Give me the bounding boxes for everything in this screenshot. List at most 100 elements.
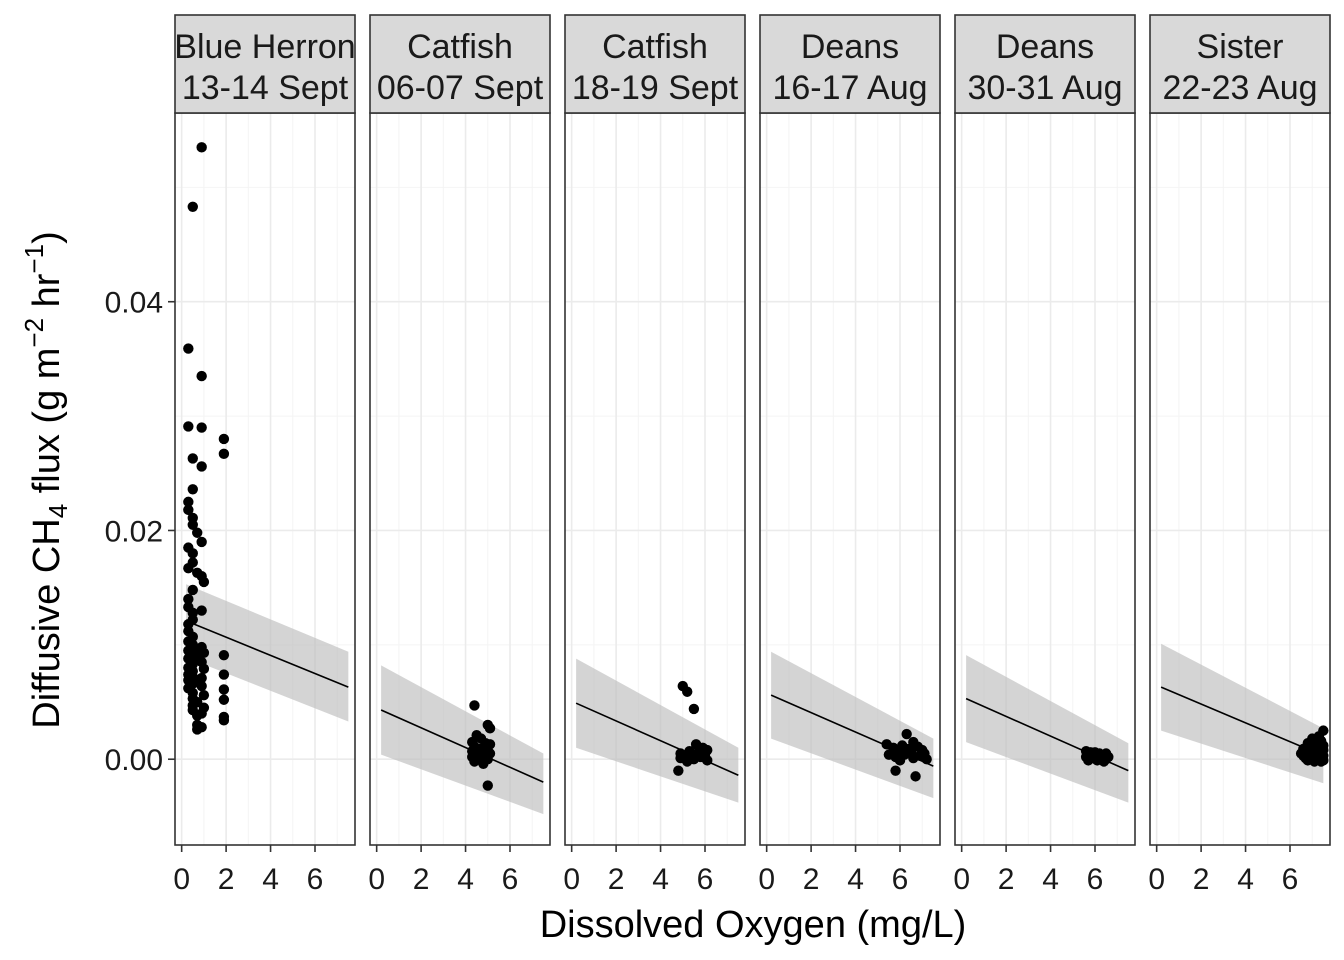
data-point [196, 605, 207, 616]
data-point [910, 771, 921, 782]
facet-label-dates: 22-23 Aug [1162, 69, 1317, 107]
data-point [921, 754, 932, 765]
x-tick-label: 2 [218, 863, 235, 896]
data-point [187, 484, 198, 495]
data-point [187, 519, 198, 530]
y-axis-title-superscript: −2 [19, 318, 49, 348]
y-axis-title-part: ) [26, 231, 68, 244]
data-point [890, 765, 901, 776]
data-point [192, 724, 203, 735]
data-points [673, 680, 713, 776]
data-point [682, 756, 693, 767]
data-point [218, 433, 230, 445]
y-axis-title: Diffusive CH4 flux (g m−2 hr−1) [19, 231, 73, 729]
data-point [198, 647, 210, 659]
data-point [908, 752, 919, 764]
x-tick-label: 6 [892, 863, 909, 896]
facet-strip [954, 14, 1136, 114]
data-points [881, 728, 932, 782]
x-tick-label: 4 [1042, 863, 1059, 896]
facet-label-site: Deans [996, 28, 1094, 66]
regression-line [185, 620, 349, 688]
regression-line [1160, 686, 1324, 757]
x-tick-label: 4 [262, 863, 279, 896]
data-point [469, 756, 480, 767]
data-points [1295, 725, 1329, 767]
data-point [482, 780, 493, 791]
y-axis: 0.00 0.02 0.04 [105, 287, 175, 777]
x-tick-label: 2 [413, 863, 430, 896]
data-point [469, 700, 480, 711]
facet-label-dates: 13-14 Sept [182, 69, 349, 107]
data-point [183, 343, 194, 354]
data-point [196, 370, 207, 382]
data-point [196, 422, 207, 433]
data-point [218, 684, 230, 695]
y-tick-label: 0.00 [105, 744, 163, 777]
data-point [196, 461, 207, 472]
confidence-ribbon [186, 584, 349, 722]
facet-label-site: Deans [801, 28, 899, 66]
facet-strip [564, 14, 746, 114]
data-point [183, 496, 194, 508]
y-axis-title-part: Diffusive CH [26, 518, 68, 728]
x-tick-label: 6 [1282, 863, 1299, 896]
y-tick-label: 0.04 [105, 287, 163, 320]
y-axis-title-part: flux (g m [26, 348, 68, 504]
x-tick-label: 4 [847, 863, 864, 896]
data-point [187, 584, 198, 596]
x-tick-label: 2 [998, 863, 1015, 896]
x-tick-label: 2 [608, 863, 625, 896]
data-point [702, 755, 713, 766]
facet-strip [1149, 14, 1331, 114]
data-point [196, 142, 207, 153]
data-point [187, 453, 198, 464]
x-tick-label: 4 [652, 863, 669, 896]
data-point [192, 710, 203, 721]
data-point [894, 755, 906, 766]
x-tick-label: 0 [1148, 863, 1165, 896]
data-point [682, 686, 693, 697]
facet-label-site: Blue Herron [174, 28, 355, 66]
data-point [901, 728, 912, 740]
data-point [196, 680, 207, 692]
data-point [196, 536, 207, 548]
x-tick-label: 2 [1193, 863, 1210, 896]
data-point [183, 421, 194, 432]
x-tick-label: 0 [563, 863, 580, 896]
data-point [218, 715, 230, 726]
data-point [688, 703, 700, 715]
data-point [673, 765, 684, 776]
data-point [198, 689, 210, 701]
data-point [218, 694, 230, 705]
confidence-ribbon [771, 651, 934, 799]
facet-label-dates: 18-19 Sept [572, 69, 739, 107]
panel-background [175, 113, 355, 845]
facet-label-dates: 06-07 Sept [377, 69, 544, 107]
x-tick-label: 6 [697, 863, 714, 896]
data-point [192, 527, 203, 538]
facet-label-dates: 16-17 Aug [772, 69, 927, 107]
y-axis-title-subscript: 4 [43, 504, 73, 518]
data-point [187, 201, 198, 212]
facet-strip [174, 14, 356, 114]
facet-label-site: Sister [1197, 28, 1284, 66]
data-point [1315, 756, 1327, 767]
x-tick-label: 6 [1087, 863, 1104, 896]
y-axis-title-part: hr [26, 273, 68, 318]
data-point [478, 758, 489, 769]
data-points [467, 700, 496, 791]
y-tick-label: 0.02 [105, 515, 163, 548]
x-tick-label: 6 [307, 863, 324, 896]
data-point [198, 576, 210, 588]
x-tick-label: 0 [173, 863, 190, 896]
data-point [218, 669, 230, 680]
x-tick-label: 0 [953, 863, 970, 896]
